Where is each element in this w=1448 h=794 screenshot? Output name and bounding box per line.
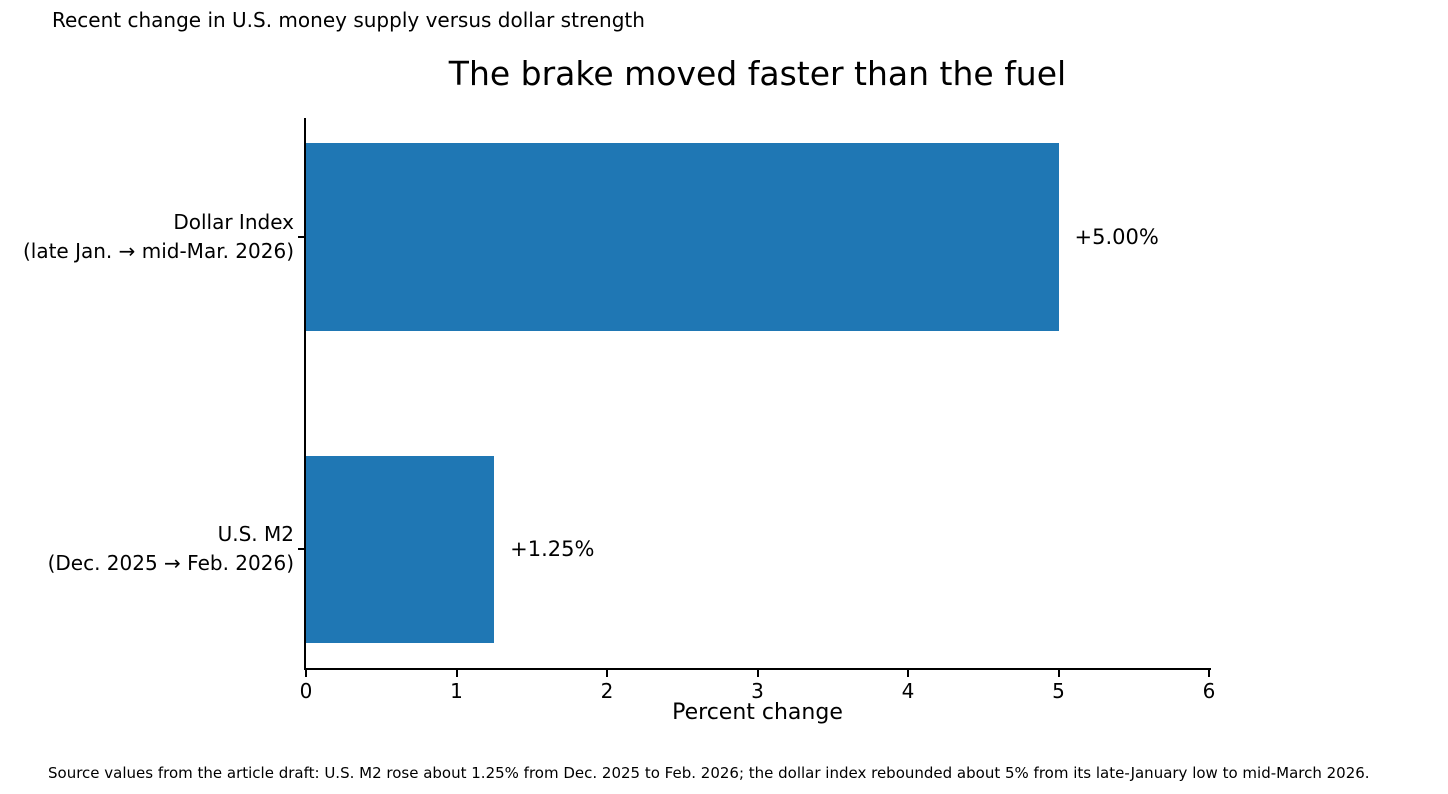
category-label: U.S. M2 (Dec. 2025 → Feb. 2026) (48, 520, 294, 578)
y-tick-mark (298, 235, 305, 238)
category-name: U.S. M2 (217, 522, 294, 547)
x-axis-title: Percent change (672, 700, 843, 725)
bar-value-label: +5.00% (1074, 224, 1159, 249)
category-period: (Dec. 2025 → Feb. 2026) (47, 551, 294, 576)
source-caption: Source values from the article draft: U.… (48, 764, 1370, 782)
x-tick-mark (305, 670, 307, 677)
category-name: Dollar Index (173, 209, 294, 234)
x-tick-label: 4 (901, 679, 915, 703)
y-axis-line (304, 118, 306, 670)
x-tick-mark (1208, 670, 1210, 677)
x-tick-label: 2 (600, 679, 614, 703)
x-tick-mark (1057, 670, 1060, 677)
x-tick-mark (455, 670, 458, 677)
category-period: (late Jan. → mid-Mar. 2026) (22, 238, 294, 263)
category-label: Dollar Index (late Jan. → mid-Mar. 2026) (23, 208, 294, 266)
x-axis-line (304, 668, 1211, 670)
x-tick-label: 0 (299, 679, 313, 703)
bar (306, 143, 1059, 331)
y-tick-mark (298, 548, 305, 551)
x-tick-mark (606, 670, 608, 677)
x-tick-mark (907, 670, 909, 677)
x-tick-label: 1 (450, 679, 463, 703)
x-tick-label: 6 (1202, 679, 1216, 703)
x-tick-label: 5 (1052, 679, 1065, 703)
bar-value-label: +1.25% (510, 537, 595, 562)
chart-title: The brake moved faster than the fuel (448, 54, 1067, 93)
x-tick-label: 3 (751, 679, 764, 703)
x-tick-mark (756, 670, 759, 677)
figure-annotation: Recent change in U.S. money supply versu… (52, 8, 645, 32)
bar (306, 455, 495, 643)
